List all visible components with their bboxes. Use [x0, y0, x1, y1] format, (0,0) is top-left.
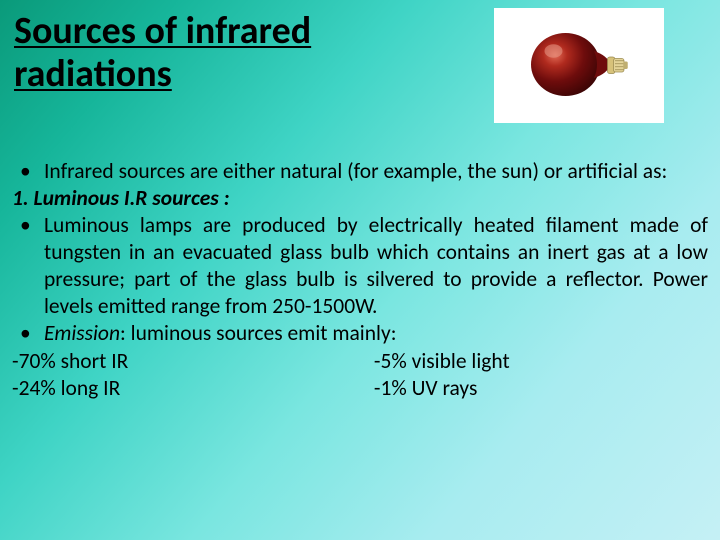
intro-text: Infrared sources are either natural (for… [44, 158, 708, 185]
emission-percentages-row2: -24% long IR -1% UV rays [12, 375, 708, 402]
pct-visible-light: -5% visible light [374, 348, 708, 375]
bullet-dot-icon: • [12, 320, 44, 347]
heading-luminous-text: 1. Luminous I.R sources : [12, 185, 708, 212]
intro-bullet: • Infrared sources are either natural (f… [12, 158, 708, 185]
emission-bullet: • Emission: luminous sources emit mainly… [12, 320, 708, 347]
emission-percentages-row1: -70% short IR -5% visible light [12, 348, 708, 375]
bullet-dot-icon: • [12, 212, 44, 320]
slide-title: Sources of infrared radiations [0, 0, 460, 99]
ir-lamp-image [494, 8, 664, 123]
pct-uv-rays: -1% UV rays [374, 375, 708, 402]
emission-tail: : luminous sources emit mainly: [120, 320, 396, 346]
bullet-dot-icon: • [12, 158, 44, 185]
pct-long-ir: -24% long IR [12, 375, 374, 402]
emission-text: Emission: luminous sources emit mainly: [44, 320, 708, 347]
pct-short-ir: -70% short IR [12, 348, 374, 375]
ir-lamp-icon [519, 16, 639, 116]
section-heading-luminous: 1. Luminous I.R sources : [12, 185, 708, 212]
slide-body: • Infrared sources are either natural (f… [12, 158, 708, 402]
emission-lead: Emission [44, 320, 120, 346]
luminous-desc-bullet: • Luminous lamps are produced by electri… [12, 212, 708, 320]
luminous-desc-text: Luminous lamps are produced by electrica… [44, 212, 708, 320]
